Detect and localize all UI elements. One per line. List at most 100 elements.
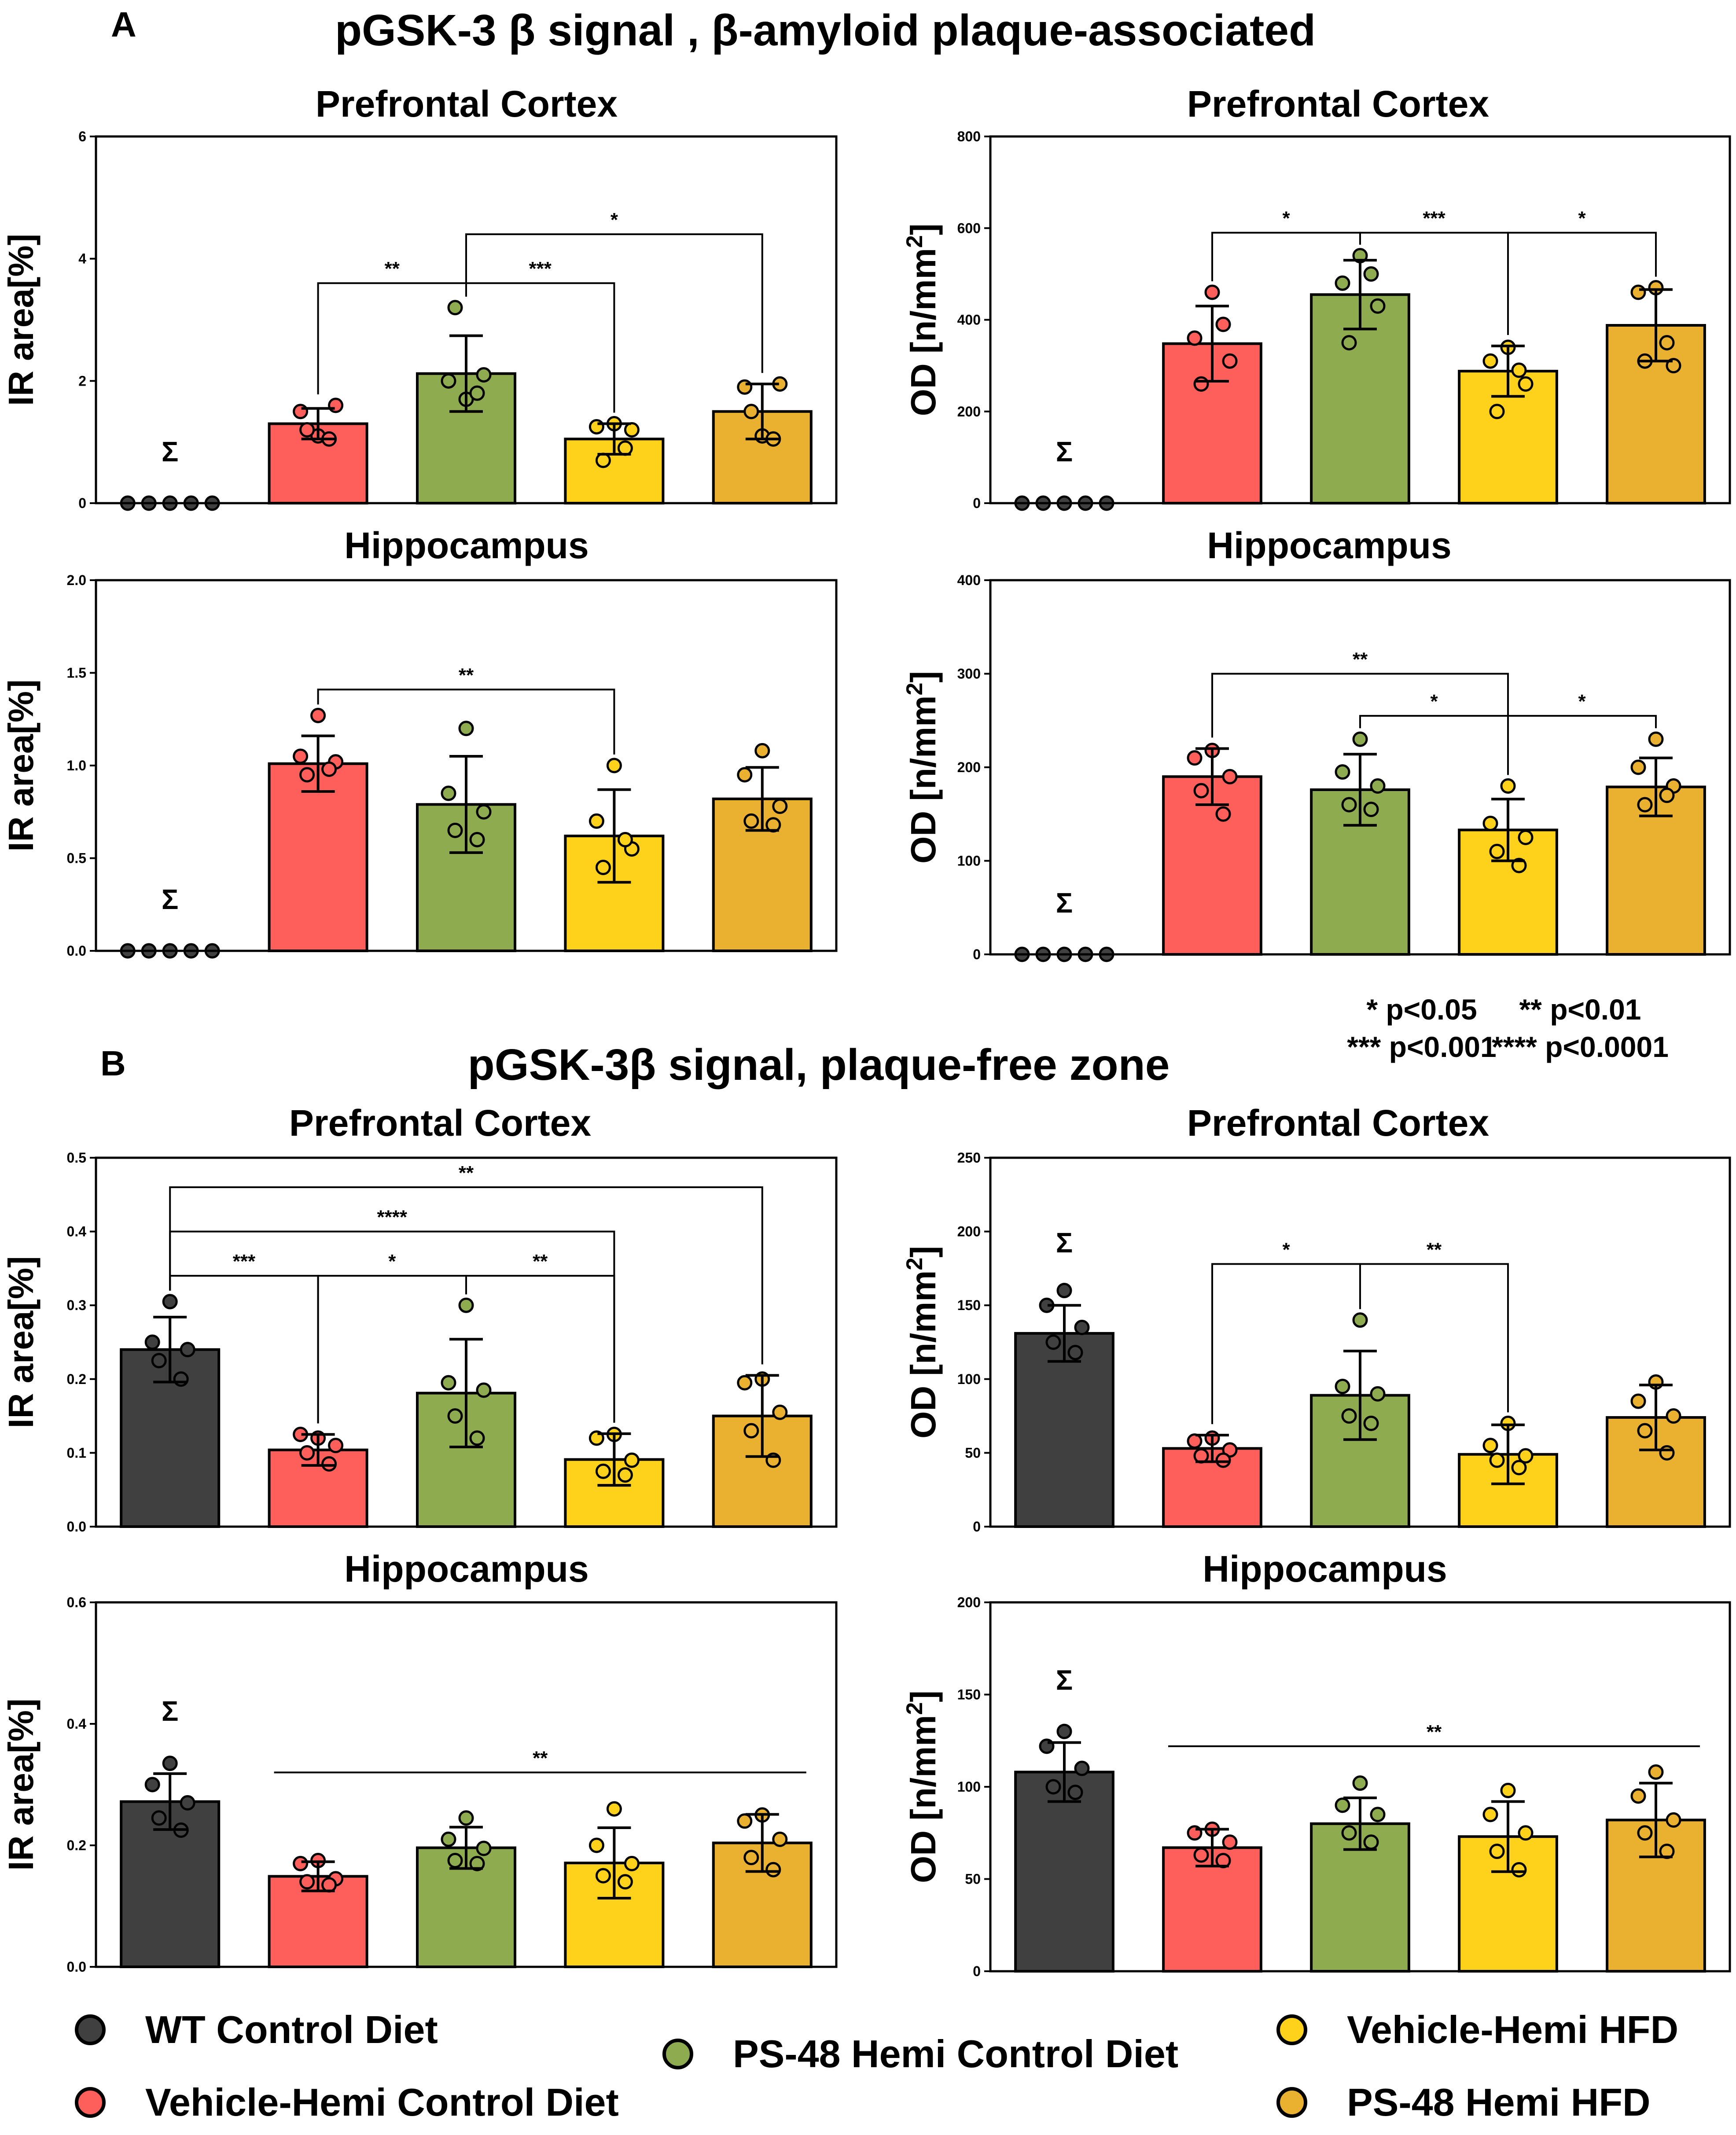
y-tick-label: 150 <box>957 1297 981 1313</box>
chart-title: Hippocampus <box>1203 1548 1447 1590</box>
data-point <box>1637 1423 1653 1439</box>
legend-marker-icon <box>662 2039 693 2069</box>
data-point <box>299 1874 315 1890</box>
data-point <box>1637 797 1653 813</box>
y-tick-label: 0.6 <box>67 1594 86 1610</box>
data-point <box>1482 1438 1498 1454</box>
data-point <box>1511 362 1527 378</box>
chart-title: Prefrontal Cortex <box>1187 1102 1489 1144</box>
data-point <box>1518 1448 1534 1464</box>
y-axis-label: IR area[%] <box>1 234 40 406</box>
data-point <box>458 1810 474 1826</box>
data-point <box>1067 1785 1083 1800</box>
data-point <box>743 1423 759 1439</box>
data-point <box>1363 266 1379 282</box>
plot-frame <box>95 1601 838 1968</box>
bar <box>1458 1453 1558 1528</box>
y-axis-label: OD [n/mm2] <box>902 671 943 864</box>
y-tick-label: 0 <box>973 1963 981 1979</box>
data-point <box>737 379 753 395</box>
chart-title: Hippocampus <box>344 525 588 566</box>
y-tick-label: 150 <box>957 1687 981 1703</box>
y-axis-label: IR area[%] <box>1 1698 40 1870</box>
data-point <box>1370 1386 1386 1402</box>
data-point <box>743 404 759 420</box>
significance-label: ** <box>459 664 474 686</box>
data-point <box>1518 376 1534 392</box>
plot-frame <box>989 135 1731 504</box>
data-point <box>737 1375 753 1391</box>
data-point <box>1056 1283 1072 1299</box>
significance-label: ** <box>459 1162 474 1184</box>
y-tick-label: 0.0 <box>67 1959 86 1975</box>
data-point <box>173 1371 189 1387</box>
data-point <box>1659 1445 1675 1461</box>
y-tick-label: 0.0 <box>67 1519 86 1535</box>
y-tick-label: 1.5 <box>67 665 86 681</box>
y-tick-label: 400 <box>957 312 981 328</box>
data-point <box>293 1855 309 1871</box>
y-axis-label: OD [n/mm2] <box>902 1690 943 1883</box>
significance-label: ** <box>385 258 400 280</box>
legend-item-vehicle-hemi-hfd: Vehicle-Hemi HFD <box>1276 2007 1678 2052</box>
data-point <box>458 721 474 736</box>
data-point <box>441 785 456 801</box>
chart-b3: Hippocampus IR area[%] 0.0 0.2 0.4 0.6 Σ ** <box>1 1548 838 1975</box>
data-point <box>469 1430 485 1446</box>
data-point <box>1067 1344 1083 1360</box>
data-point <box>293 404 309 420</box>
data-point <box>1045 1779 1061 1795</box>
significance-label: *** <box>233 1251 256 1272</box>
y-tick-label: 0 <box>78 495 86 511</box>
sigma-marker: Σ <box>1056 1227 1073 1259</box>
y-tick-label: 4 <box>78 251 86 267</box>
data-point <box>624 1452 640 1468</box>
data-point <box>1074 1319 1090 1335</box>
data-point <box>476 1841 492 1856</box>
data-point <box>180 1342 195 1358</box>
y-axis-label: IR area[%] <box>1 679 40 851</box>
y-tick-label: 1.0 <box>67 758 86 773</box>
data-point <box>1215 317 1231 332</box>
data-point <box>1648 1764 1664 1780</box>
data-point <box>1363 802 1379 817</box>
data-point <box>1363 1834 1379 1850</box>
data-point <box>1074 1760 1090 1776</box>
plot-frame <box>95 135 838 504</box>
y-tick-label: 0.5 <box>67 850 86 866</box>
data-point <box>1352 1312 1368 1328</box>
significance-label: ** <box>533 1747 548 1769</box>
significance-label: * <box>611 209 618 231</box>
data-point <box>1666 1408 1681 1424</box>
data-point <box>1630 284 1646 300</box>
data-point <box>441 1831 456 1847</box>
y-tick-label: 0.0 <box>67 943 86 959</box>
data-point <box>1193 376 1209 392</box>
y-tick-label: 0.2 <box>67 1837 86 1853</box>
data-point <box>441 373 456 389</box>
data-point <box>1482 816 1498 831</box>
data-point <box>1489 1844 1505 1859</box>
chart-b1: Prefrontal Cortex IR area[%] 0.0 0.1 0.2 0.3 0… <box>1 1102 838 1535</box>
y-tick-label: 0 <box>973 495 981 511</box>
data-point <box>144 1334 160 1350</box>
legend-label: Vehicle-Hemi Control Diet <box>145 2080 619 2124</box>
data-point <box>624 422 640 438</box>
data-point <box>299 767 315 783</box>
data-point <box>1187 330 1203 346</box>
y-tick-label: 0.4 <box>67 1224 87 1240</box>
data-point <box>1511 1862 1527 1878</box>
data-point <box>1630 1393 1646 1409</box>
data-point <box>162 1294 178 1310</box>
y-tick-label: 6 <box>78 129 86 144</box>
chart-b2: Prefrontal Cortex OD [n/mm2] 0 50 100 150 200 2… <box>902 1102 1731 1535</box>
legend-marker-icon <box>75 2014 106 2045</box>
significance-label: * <box>1430 691 1438 712</box>
plot-frame <box>95 579 838 952</box>
data-point <box>772 1831 788 1847</box>
panel-letter-a: A <box>111 5 136 44</box>
data-point <box>151 1810 167 1826</box>
chart-title: Prefrontal Cortex <box>289 1102 591 1144</box>
